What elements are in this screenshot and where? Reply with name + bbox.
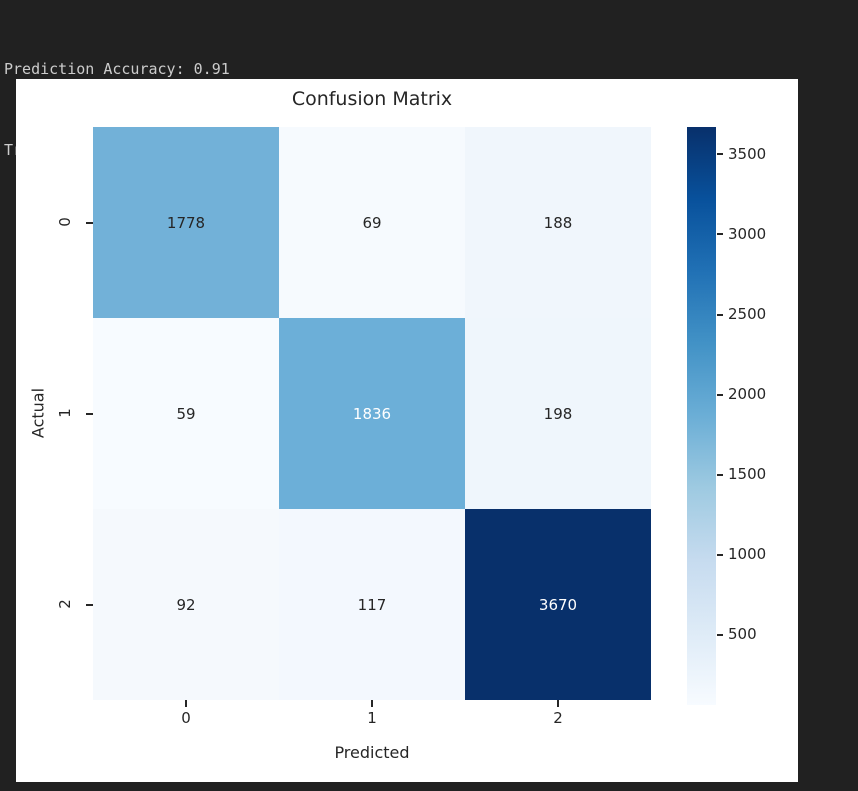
x-tick-label-1: 1 bbox=[367, 709, 377, 727]
colorbar-tick-mark bbox=[717, 554, 723, 556]
heatmap-cell-r1c1: 1836 bbox=[279, 318, 465, 509]
heatmap-cell-r1c2: 198 bbox=[465, 318, 651, 509]
heatmap-cell-r1c0: 59 bbox=[93, 318, 279, 509]
x-tick-label-2: 2 bbox=[553, 709, 563, 727]
y-tick-label-2: 2 bbox=[56, 599, 74, 609]
y-tick-mark bbox=[86, 222, 93, 224]
terminal-line-accuracy: Prediction Accuracy: 0.91 bbox=[4, 60, 230, 78]
y-tick-mark bbox=[86, 413, 93, 415]
heatmap-grid: 1778 69 188 59 1836 198 92 117 3670 bbox=[93, 127, 651, 700]
chart-title: Confusion Matrix bbox=[291, 88, 453, 110]
heatmap-cell-r2c2: 3670 bbox=[465, 509, 651, 700]
y-tick-label-1: 1 bbox=[56, 408, 74, 418]
heatmap-cell-r2c0: 92 bbox=[93, 509, 279, 700]
colorbar-tick-1500: 1500 bbox=[728, 465, 767, 483]
x-axis-label: Predicted bbox=[334, 743, 410, 762]
colorbar-tick-mark bbox=[717, 153, 723, 155]
colorbar-tick-mark bbox=[717, 314, 723, 316]
colorbar-tick-2000: 2000 bbox=[728, 385, 767, 403]
confusion-matrix-figure: Confusion Matrix 1778 69 188 59 1836 198… bbox=[16, 79, 798, 782]
heatmap-cell-r0c0: 1778 bbox=[93, 127, 279, 318]
colorbar-tick-1000: 1000 bbox=[728, 545, 767, 563]
x-tick-mark bbox=[371, 700, 373, 707]
heatmap-cell-r0c2: 188 bbox=[465, 127, 651, 318]
colorbar-tick-mark bbox=[717, 394, 723, 396]
y-tick-mark bbox=[86, 604, 93, 606]
y-axis-label: Actual bbox=[28, 387, 48, 439]
colorbar-tick-2500: 2500 bbox=[728, 305, 767, 323]
heatmap-cell-r0c1: 69 bbox=[279, 127, 465, 318]
colorbar-tick-mark bbox=[717, 634, 723, 636]
x-tick-mark bbox=[557, 700, 559, 707]
x-tick-label-0: 0 bbox=[181, 709, 191, 727]
colorbar-tick-mark bbox=[717, 474, 723, 476]
colorbar-tick-500: 500 bbox=[728, 625, 757, 643]
colorbar-gradient bbox=[687, 127, 716, 705]
y-tick-label-0: 0 bbox=[56, 217, 74, 227]
colorbar-tick-3000: 3000 bbox=[728, 225, 767, 243]
heatmap-cell-r2c1: 117 bbox=[279, 509, 465, 700]
colorbar-tick-mark bbox=[717, 233, 723, 235]
x-tick-mark bbox=[185, 700, 187, 707]
colorbar-tick-3500: 3500 bbox=[728, 145, 767, 163]
